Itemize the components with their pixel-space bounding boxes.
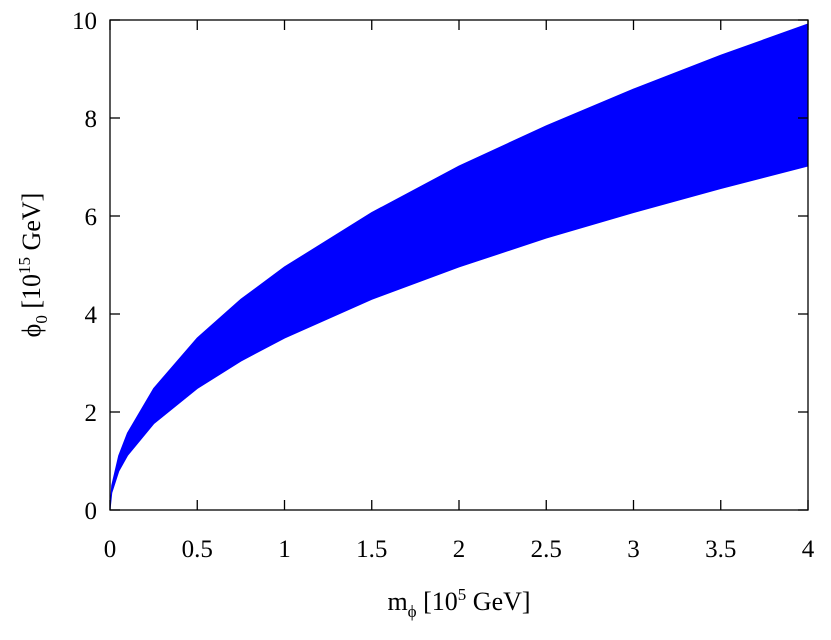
x-tick-label: 2.5 [531, 536, 562, 563]
y-axis-label-unit: GeV] [17, 193, 46, 257]
x-axis-label: mϕ [105 GeV] [387, 585, 530, 621]
x-tick-label: 1 [278, 536, 291, 563]
x-axis-label-unit: GeV] [466, 587, 530, 616]
axis-ticks [109, 19, 809, 511]
x-tick-label: 1.5 [356, 536, 387, 563]
x-axis-label-sup: 5 [458, 585, 467, 604]
x-tick-label: 3.5 [705, 536, 736, 563]
x-axis-label-main: m [387, 587, 407, 616]
x-tick-label: 4 [802, 536, 815, 563]
y-tick-label: 0 [85, 498, 98, 525]
y-tick-label: 8 [85, 106, 98, 133]
y-axis-label-main: ϕ [17, 324, 46, 338]
x-tick-label: 3 [627, 536, 640, 563]
y-tick-label: 2 [85, 400, 98, 427]
y-axis-label-sup: 15 [15, 257, 34, 274]
y-tick-label: 4 [85, 302, 98, 329]
y-tick-label: 6 [85, 204, 98, 231]
axis-tick-labels: 0 0.5 1 1.5 2 2.5 3 3.5 4 0 2 4 6 8 10 [72, 8, 815, 563]
y-axis-label-bracket: [10 [17, 274, 46, 315]
x-tick-label: 0 [104, 536, 117, 563]
x-tick-label: 0.5 [182, 536, 213, 563]
x-axis-label-bracket: [10 [417, 587, 458, 616]
y-axis-label-sub: 0 [32, 315, 51, 324]
y-axis-label: ϕ0 [1015 GeV] [15, 193, 51, 338]
x-tick-label: 2 [453, 536, 466, 563]
x-axis-label-sub: ϕ [408, 602, 417, 621]
y-tick-label: 10 [72, 8, 97, 35]
